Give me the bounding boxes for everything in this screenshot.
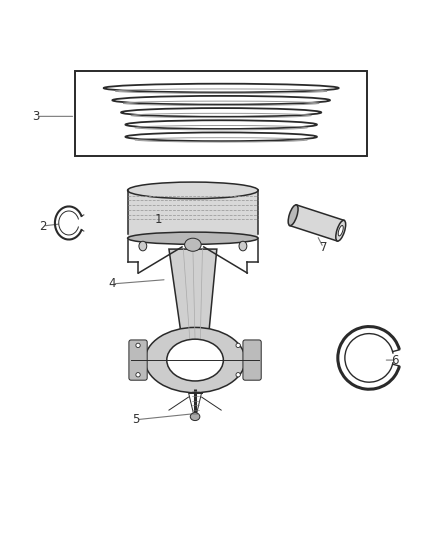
Ellipse shape <box>139 241 147 251</box>
Ellipse shape <box>236 373 240 377</box>
Ellipse shape <box>185 238 201 251</box>
Text: 1: 1 <box>154 213 162 226</box>
Text: 3: 3 <box>32 110 40 123</box>
Ellipse shape <box>338 225 343 236</box>
Text: 4: 4 <box>109 277 116 290</box>
Ellipse shape <box>288 205 298 225</box>
Text: 2: 2 <box>39 220 46 232</box>
Ellipse shape <box>236 343 240 348</box>
Ellipse shape <box>239 241 247 251</box>
Ellipse shape <box>127 182 258 199</box>
FancyBboxPatch shape <box>243 340 261 380</box>
Ellipse shape <box>145 327 245 393</box>
Ellipse shape <box>136 373 140 377</box>
Ellipse shape <box>136 343 140 348</box>
Polygon shape <box>290 205 344 241</box>
Text: 6: 6 <box>392 353 399 367</box>
Text: 5: 5 <box>133 413 140 426</box>
Bar <box>127 190 258 238</box>
Ellipse shape <box>167 339 223 381</box>
Ellipse shape <box>127 232 258 244</box>
Ellipse shape <box>336 220 346 241</box>
Bar <box>75 71 367 156</box>
Text: 7: 7 <box>320 241 327 254</box>
Ellipse shape <box>190 413 200 421</box>
FancyBboxPatch shape <box>129 340 147 380</box>
Polygon shape <box>169 249 217 341</box>
